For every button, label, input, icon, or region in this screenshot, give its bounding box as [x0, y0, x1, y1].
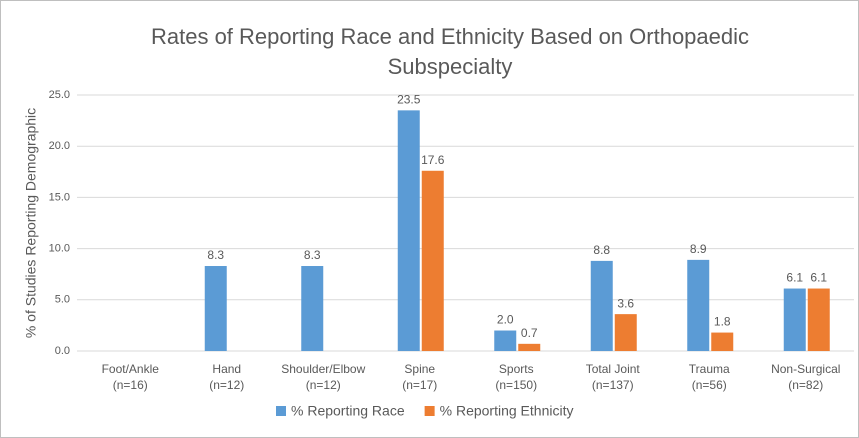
data-label: 23.5: [397, 93, 421, 107]
legend-swatch: [424, 406, 435, 416]
data-label: 8.9: [690, 242, 707, 256]
data-label: 3.6: [617, 296, 634, 310]
data-label: 2.0: [497, 313, 514, 327]
bar: [590, 260, 613, 351]
x-tick-label: (n=137): [592, 378, 634, 392]
x-tick-label: (n=12): [209, 378, 244, 392]
y-tick-label: 25.0: [49, 89, 70, 101]
x-tick-label: (n=82): [788, 378, 823, 392]
x-tick-label: Sports: [499, 362, 534, 376]
bar: [397, 110, 420, 351]
x-tick-label: Spine: [404, 362, 435, 376]
y-tick-label: 15.0: [49, 191, 70, 203]
data-label: 6.1: [786, 271, 803, 285]
legend-label: % Reporting Race: [291, 403, 405, 419]
data-label: 8.8: [593, 243, 610, 257]
x-tick-label: (n=150): [495, 378, 537, 392]
x-tick-label: Shoulder/Elbow: [281, 362, 365, 376]
data-label: 1.8: [714, 315, 731, 329]
chart-title: Subspecialty: [388, 54, 513, 79]
y-axis-label: % of Studies Reporting Demographic: [23, 108, 39, 338]
bar: [204, 266, 227, 351]
legend-label: % Reporting Ethnicity: [440, 403, 574, 419]
legend-swatch: [276, 406, 286, 416]
x-tick-label: Trauma: [689, 362, 730, 376]
x-tick-label: (n=56): [692, 378, 727, 392]
x-tick-label: (n=16): [113, 378, 148, 392]
data-label: 6.1: [810, 271, 827, 285]
bar: [711, 332, 734, 351]
x-tick-label: Non-Surgical: [771, 362, 840, 376]
y-tick-label: 0.0: [55, 345, 70, 357]
y-tick-label: 10.0: [49, 243, 70, 255]
x-tick-label: Total Joint: [586, 362, 641, 376]
bar: [518, 343, 541, 351]
data-label: 0.7: [521, 326, 538, 340]
bar: [614, 314, 637, 351]
bar: [421, 170, 444, 351]
x-tick-label: (n=12): [306, 378, 341, 392]
data-label: 17.6: [421, 153, 445, 167]
bar: [807, 288, 830, 351]
chart-title: Rates of Reporting Race and Ethnicity Ba…: [151, 24, 749, 49]
bar: [494, 330, 517, 351]
y-tick-label: 5.0: [55, 294, 70, 306]
data-label: 8.3: [207, 248, 224, 262]
x-tick-label: Hand: [212, 362, 241, 376]
bar: [687, 259, 710, 351]
data-label: 8.3: [304, 248, 321, 262]
x-tick-label: Foot/Ankle: [102, 362, 160, 376]
x-tick-label: (n=17): [402, 378, 437, 392]
bar: [783, 288, 806, 351]
bar: [301, 266, 324, 351]
y-tick-label: 20.0: [49, 140, 70, 152]
